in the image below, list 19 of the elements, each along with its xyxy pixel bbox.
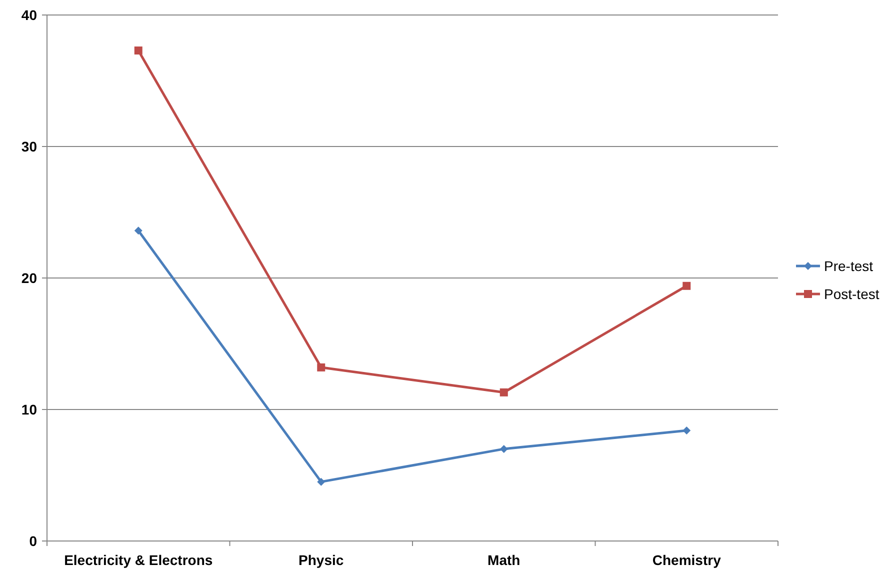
point — [317, 478, 326, 486]
x-tick-label: Chemistry — [652, 552, 722, 568]
point — [500, 388, 508, 396]
point — [500, 444, 508, 453]
y-tick-label: 0 — [29, 532, 38, 549]
y-tick-label: 30 — [21, 138, 38, 154]
point — [682, 426, 691, 435]
x-tick-label: Electricity & Electrons — [64, 552, 213, 568]
point — [134, 226, 142, 235]
point — [134, 46, 142, 55]
legend-label: Post-test — [824, 286, 880, 302]
legend-label: Pre-test — [824, 258, 874, 274]
y-tick-label: 40 — [21, 6, 38, 23]
x-tick-label: Math — [488, 552, 520, 568]
point — [682, 282, 691, 290]
point — [317, 363, 326, 372]
y-tick-label: 20 — [21, 270, 38, 286]
y-tick-label: 10 — [21, 401, 38, 418]
x-tick-label: Physic — [298, 552, 344, 568]
